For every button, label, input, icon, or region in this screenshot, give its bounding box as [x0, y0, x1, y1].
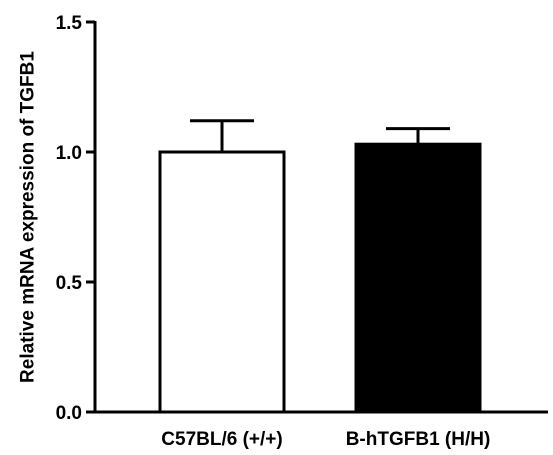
x-tick-label-1: C57BL/6 (+/+)	[161, 429, 282, 450]
y-tick-label: 1.5	[56, 13, 83, 34]
y-tick-label: 0.5	[56, 273, 83, 294]
x-tick-label-2: B-hTGFB1 (H/H)	[346, 429, 491, 450]
bar-2	[354, 142, 482, 414]
bars-group	[158, 142, 482, 414]
x-axis-tick-labels: C57BL/6 (+/+) B-hTGFB1 (H/H)	[161, 429, 490, 450]
y-axis-ticks: 0.0 0.5 1.0 1.5	[56, 13, 95, 424]
y-tick-label: 1.0	[56, 143, 82, 164]
y-axis-title: Relative mRNA expression of TGFB1	[18, 51, 39, 383]
error-bars-group	[190, 119, 450, 152]
y-tick-label: 0.0	[56, 403, 82, 424]
bar-1	[158, 150, 286, 414]
axes-group	[93, 21, 548, 414]
